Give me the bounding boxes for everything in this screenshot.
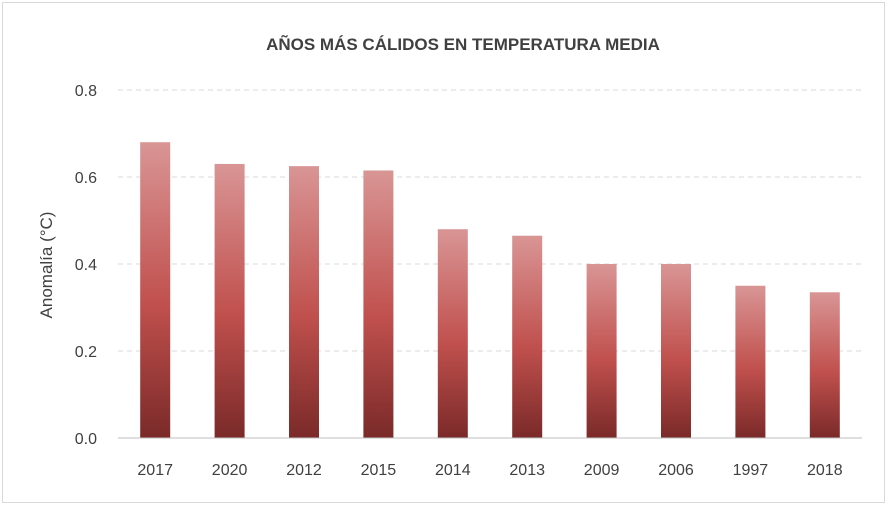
bar-2020 — [214, 163, 245, 438]
bars — [140, 142, 840, 438]
x-tick-label: 2009 — [584, 462, 620, 479]
y-tick-label: 0.0 — [75, 431, 97, 448]
x-tick-label: 2020 — [212, 462, 248, 479]
bar-2014 — [437, 229, 468, 438]
y-tick-label: 0.4 — [75, 257, 97, 274]
x-tick-label: 2015 — [361, 462, 397, 479]
y-tick-label: 0.6 — [75, 170, 97, 187]
x-tick-label: 2006 — [658, 462, 694, 479]
y-axis-label: Anomalía (°C) — [37, 212, 56, 319]
bar-2013 — [512, 235, 543, 438]
bar-2006 — [661, 264, 691, 438]
y-tick-label: 0.8 — [75, 83, 97, 100]
bar-2017 — [140, 142, 171, 438]
bar-1997 — [735, 285, 766, 438]
y-tick-label: 0.2 — [75, 344, 97, 361]
x-tick-label: 1997 — [733, 462, 769, 479]
bar-2009 — [586, 264, 617, 438]
x-tick-labels: 2017 2020 2012 2015 2014 2013 2009 2006 1997 2018 — [137, 462, 842, 479]
bar-2018 — [809, 292, 840, 438]
x-tick-label: 2013 — [509, 462, 545, 479]
bar-2012 — [289, 166, 319, 438]
bar-2015 — [363, 170, 394, 438]
gridlines — [118, 89, 862, 352]
chart-title: AÑOS MÁS CÁLIDOS EN TEMPERATURA MEDIA — [266, 34, 660, 54]
x-tick-label: 2018 — [807, 462, 843, 479]
x-tick-label: 2017 — [137, 462, 173, 479]
y-tick-labels: 0.0 0.2 0.4 0.6 0.8 — [75, 83, 97, 448]
x-tick-label: 2014 — [435, 462, 471, 479]
x-tick-label: 2012 — [286, 462, 322, 479]
